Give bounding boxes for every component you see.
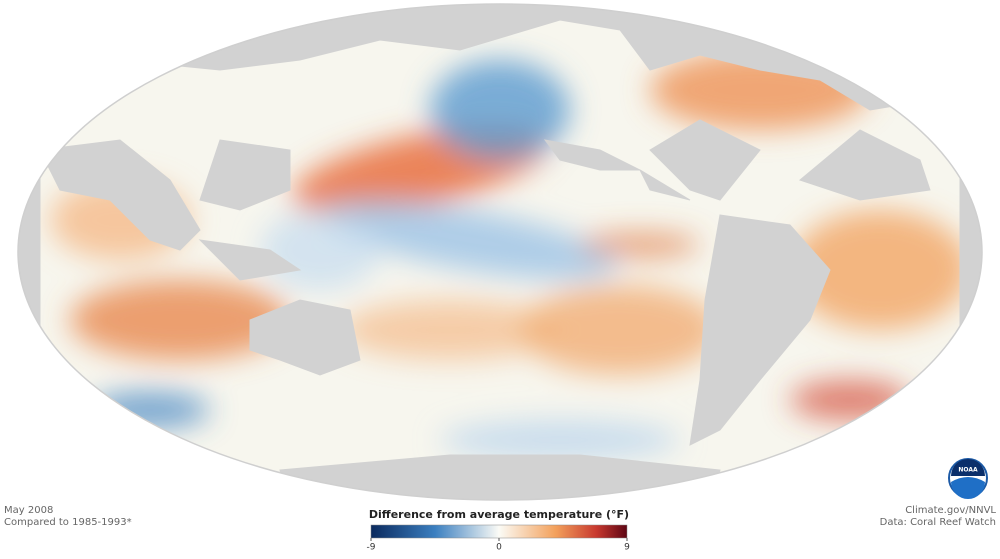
- colorbar: Difference from average temperature (°F)…: [367, 508, 631, 553]
- colorbar-tick-label: 0: [496, 543, 502, 553]
- credit-label: Climate.gov/NNVL: [905, 505, 996, 516]
- colorbar-title: Difference from average temperature (°F): [369, 508, 629, 521]
- logo-text: NOAA: [958, 467, 978, 474]
- source-label: Data: Coral Reef Watch: [880, 517, 996, 528]
- colorbar-tick-label: -9: [367, 543, 376, 553]
- baseline-label: Compared to 1985-1993*: [4, 517, 132, 528]
- globe-outline: [17, 3, 983, 501]
- colorbar-tick-label: 9: [624, 543, 630, 553]
- noaa-logo: NOAA: [948, 458, 988, 499]
- date-label: May 2008: [4, 505, 53, 516]
- colorbar-ramp: [370, 524, 628, 539]
